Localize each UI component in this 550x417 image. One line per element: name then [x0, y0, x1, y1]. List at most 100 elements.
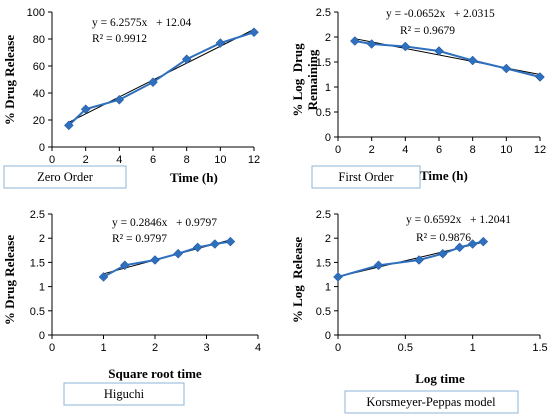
x-tick-label: 1.5: [532, 342, 547, 354]
chart-panel-3: 0 0.5 1 1.5 2 2.5 0 1 2 3 4 y = 0.2846x + 0.9797 R² …: [2, 209, 261, 406]
data-point: [114, 94, 125, 105]
y-tick-label: 0: [39, 142, 45, 154]
y-tick-label: 2.5: [30, 209, 45, 221]
series-line: [354, 40, 541, 78]
x-axis-label: Square root time: [108, 366, 202, 381]
model-label: Zero Order: [37, 170, 94, 184]
y-tick-label: 100: [27, 7, 45, 19]
chart-panel-4: 0 0.5 1 1.5 2 2.5 0 0.5 1 1.5 y = 0.6592x + 1.2041…: [290, 209, 548, 414]
x-tick-label: 12: [248, 154, 260, 166]
model-label: Korsmeyer-Peppas model: [366, 395, 496, 409]
data-point: [467, 239, 478, 249]
x-tick-label: 2: [83, 154, 89, 166]
y-tick-label: 2.5: [316, 209, 331, 221]
model-label: Higuchi: [104, 387, 145, 401]
series-line: [68, 31, 255, 127]
y-tick-label: 0.5: [30, 306, 45, 318]
x-axis-label: Time (h): [420, 168, 468, 183]
y-tick-label: 40: [33, 88, 45, 100]
x-tick-label: 0: [335, 144, 341, 156]
x-tick-label: 12: [534, 144, 546, 156]
model-label-box: [311, 165, 421, 189]
data-point: [434, 46, 444, 56]
data-point: [437, 248, 448, 259]
y-tick-label: 0: [325, 330, 331, 342]
x-tick-label: 8: [184, 154, 190, 166]
x-tick-label: 10: [500, 144, 512, 156]
y-tick-label: 2.5: [316, 7, 331, 19]
data-point: [63, 120, 74, 131]
y-axis-label: % Log DrugRemaining: [290, 43, 320, 117]
data-point: [181, 54, 192, 65]
y-tick-label: 1: [39, 282, 45, 294]
x-axis-label: Log time: [415, 371, 465, 386]
x-tick-label: 0: [49, 342, 55, 354]
x-tick-label: 1: [470, 342, 476, 354]
x-tick-label: 3: [203, 342, 209, 354]
y-tick-label: 80: [33, 34, 45, 46]
data-point: [373, 260, 384, 271]
x-tick-label: 0: [49, 154, 55, 166]
data-point: [148, 77, 158, 88]
model-label-box: [63, 382, 185, 406]
y-tick-label: 1.5: [30, 257, 45, 269]
data-point: [366, 39, 377, 49]
data-point: [414, 255, 424, 265]
x-tick-label: 2: [152, 342, 158, 354]
y-tick-label: 0: [325, 132, 331, 144]
y-tick-label: 20: [33, 115, 45, 127]
model-label: First Order: [338, 170, 394, 184]
model-label-box: [344, 390, 519, 414]
data-point: [80, 104, 91, 115]
y-axis-label: % Log Release: [290, 237, 305, 324]
y-tick-label: 0: [39, 330, 45, 342]
x-tick-label: 4: [255, 342, 261, 354]
data-point: [400, 41, 411, 52]
y-tick-label: 2: [39, 233, 45, 245]
x-axis-label: Time (h): [170, 170, 218, 185]
trendline-equation: y = 0.2846x + 0.9797: [112, 217, 217, 229]
y-tick-label: 1.5: [316, 57, 331, 69]
r-squared-label: R² = 0.9912: [92, 33, 147, 45]
data-point: [501, 63, 512, 74]
data-point: [192, 242, 203, 253]
chart-panel-2: 0 0.5 1 1.5 2 2.5 0 2 4 6 8 10 12 y = -0.0652x + 2.03…: [290, 7, 546, 189]
y-tick-label: 1: [325, 282, 331, 294]
x-tick-label: 10: [214, 154, 226, 166]
data-point: [249, 27, 259, 38]
x-tick-label: 0: [335, 342, 341, 354]
data-point: [173, 248, 183, 259]
data-point: [454, 242, 465, 253]
trendline-equation: y = 6.2575x + 12.04: [92, 17, 191, 29]
r-squared-label: R² = 0.9679: [400, 25, 455, 37]
data-point: [478, 236, 489, 247]
trendline-equation: y = 0.6592x + 1.2041: [406, 214, 511, 226]
x-tick-label: 4: [116, 154, 122, 166]
y-tick-label: 0.5: [316, 107, 331, 119]
y-tick-label: 2: [325, 32, 331, 44]
x-tick-label: 1: [100, 342, 106, 354]
x-tick-label: 0.5: [398, 342, 413, 354]
y-tick-label: 1.5: [316, 257, 331, 269]
x-tick-label: 2: [369, 144, 375, 156]
data-point: [150, 255, 160, 265]
r-squared-label: R² = 0.9876: [416, 232, 471, 244]
data-point: [215, 38, 226, 48]
data-point: [349, 36, 360, 46]
y-tick-label: 0.5: [316, 306, 331, 318]
y-axis-label: % Drug Release: [2, 35, 17, 125]
x-tick-label: 8: [470, 144, 476, 156]
data-point: [225, 236, 236, 247]
data-point: [333, 272, 343, 282]
y-tick-label: 1: [325, 82, 331, 94]
data-point: [209, 239, 220, 249]
data-point: [98, 272, 109, 282]
r-squared-label: R² = 0.9797: [112, 233, 167, 245]
y-axis-label: % Drug Release: [2, 235, 17, 325]
data-point: [467, 55, 478, 66]
y-tick-label: 2: [325, 233, 331, 245]
chart-panel-1: 0 20 40 60 80 100 0 2 4 6 8 10 12 y = 6.2575x + 12.04…: [2, 7, 260, 189]
y-tick-label: 60: [33, 61, 45, 73]
x-tick-label: 6: [150, 154, 156, 166]
